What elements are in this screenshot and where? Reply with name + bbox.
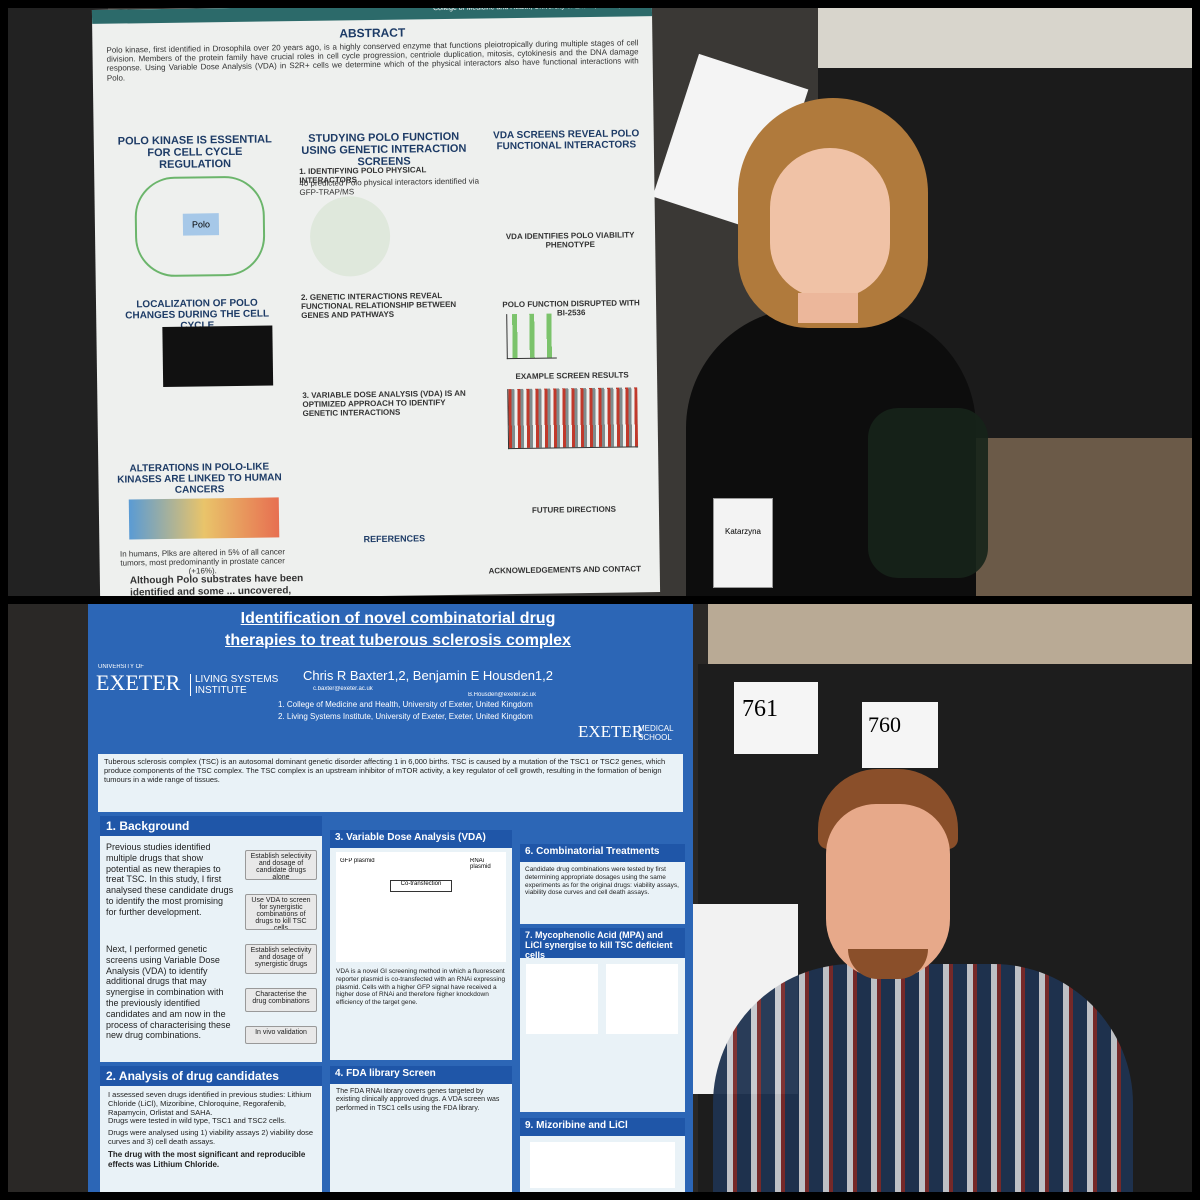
text: The FDA RNAi library covers genes target… (336, 1088, 500, 1112)
subheading: FUTURE DIRECTIONS (531, 504, 616, 515)
booth-number: 761 (734, 682, 818, 754)
text: VDA is a novel GI screening method in wh… (336, 968, 506, 1007)
abstract: Polo kinase, first identified in Drosoph… (106, 38, 639, 83)
list-item: I assessed seven drugs identified in pre… (108, 1090, 312, 1117)
poster: College of Medicine and Health, Universi… (91, 8, 661, 596)
section: 2. Analysis of drug candidates I assesse… (100, 1066, 322, 1192)
poster: Identification of novel combinatorial dr… (88, 604, 693, 1192)
section-title: 1. Background (100, 816, 322, 836)
flow-box: Characterise the drug combinations (245, 988, 317, 1012)
section-title: 4. FDA library Screen (330, 1066, 512, 1084)
carpet (948, 438, 1192, 596)
chart-thumbnail (128, 497, 280, 540)
authors: Chris R Baxter1,2, Benjamin E Housden1,2 (302, 668, 553, 683)
logo-text: LIVING SYSTEMS INSTITUTE (190, 674, 280, 696)
heading: ALTERATIONS IN POLO-LIKE KINASES ARE LIN… (117, 461, 282, 496)
person-sleeve (868, 408, 988, 578)
email: c.baxter@exeter.ac.uk (313, 686, 373, 692)
figure-label: RNAi plasmid (470, 858, 491, 870)
person-neck (798, 293, 858, 323)
section: 4. FDA library Screen The FDA RNAi libra… (330, 1066, 512, 1192)
section: 1. Background Previous studies identifie… (100, 816, 322, 1062)
subheading: EXAMPLE SCREEN RESULTS (515, 370, 629, 382)
section-title: 3. Variable Dose Analysis (VDA) (330, 830, 512, 848)
wall (8, 8, 108, 596)
text: Candidate drug combinations were tested … (525, 866, 679, 897)
section: 6. Combinatorial Treatments Candidate dr… (520, 844, 685, 924)
figure-label: GFP plasmid (340, 858, 375, 864)
top-photo: College of Medicine and Health, Universi… (8, 8, 1192, 596)
microscopy (162, 325, 274, 387)
subheading: 2. GENETIC INTERACTIONS REVEAL FUNCTIONA… (300, 291, 457, 321)
flow-box: Establish selectivity and dosage of syne… (245, 944, 317, 974)
heading: REFERENCES (363, 533, 426, 545)
chart-thumbnail (526, 964, 598, 1034)
email: B.Housden@exeter.ac.uk (468, 692, 537, 698)
subheading: 3. VARIABLE DOSE ANALYSIS (VDA) IS AN OP… (302, 388, 466, 419)
booth-number: 760 (862, 702, 938, 768)
person-body (713, 964, 1133, 1192)
ceiling (708, 604, 1192, 674)
subheading: VDA IDENTIFIES POLO VIABILITY PHENOTYPE (505, 230, 635, 250)
section-title: 6. Combinatorial Treatments (520, 844, 685, 862)
heading: POLO KINASE IS ESSENTIAL FOR CELL CYCLE … (117, 133, 272, 172)
text: Previous studies identified multiple dru… (106, 842, 234, 917)
chart-thumbnail (606, 964, 678, 1034)
intro: Tuberous sclerosis complex (TSC) is an a… (98, 754, 683, 812)
figure-label: Co-transfection (390, 880, 452, 892)
diagram-label: Polo (182, 213, 220, 236)
conclusion: The drug with the most significant and r… (108, 1150, 306, 1169)
bar-thumbnail (506, 313, 557, 360)
flow-box: Use VDA to screen for synergistic combin… (245, 894, 317, 930)
logo-text: UNIVERSITY OF (98, 664, 144, 670)
flow-box: Establish selectivity and dosage of cand… (245, 850, 317, 880)
poster-title: Identification of novel combinatorial dr… (225, 610, 571, 649)
figure (336, 852, 506, 962)
subheading: ACKNOWLEDGEMENTS AND CONTACT (488, 564, 642, 576)
section: 3. Variable Dose Analysis (VDA) GFP plas… (330, 830, 512, 1060)
text: Next, I performed genetic screens using … (106, 944, 231, 1041)
logo: EXETER (96, 670, 181, 695)
affiliation: 1. College of Medicine and Health, Unive… (278, 700, 533, 709)
heading: VDA SCREENS REVEAL POLO FUNCTIONAL INTER… (493, 128, 640, 153)
heading: STUDYING POLO FUNCTION USING GENETIC INT… (301, 130, 467, 169)
note: Although Polo substrates have been ident… (129, 573, 304, 596)
section-title: 2. Analysis of drug candidates (100, 1066, 322, 1086)
section: 9. Mizoribine and LiCl (520, 1118, 685, 1192)
section: 7. Mycophenolic Acid (MPA) and LiCl syne… (520, 928, 685, 1112)
window (818, 8, 1192, 68)
text: 40 predicted Polo physical interactors i… (299, 176, 480, 198)
bottom-photo: 761 760 Identification of novel combinat… (8, 604, 1192, 1192)
logo-text: MEDICAL SCHOOL (638, 724, 674, 742)
logo: EXETER (578, 722, 644, 741)
name-badge: Katarzyna (713, 498, 773, 588)
bar-thumbnail (507, 387, 639, 450)
flow-box: In vivo validation (245, 1026, 317, 1044)
affiliation: 2. Living Systems Institute, University … (278, 712, 533, 721)
list-item: Drugs were analysed using 1) viability a… (108, 1128, 314, 1146)
section-title: 9. Mizoribine and LiCl (520, 1118, 685, 1136)
person-face (770, 148, 890, 298)
poster-header: College of Medicine and Health, Universi… (91, 8, 653, 24)
chart-thumbnail (530, 1142, 675, 1188)
section-title: 7. Mycophenolic Acid (MPA) and LiCl syne… (520, 928, 685, 958)
list-item: Drugs were tested in wild type, TSC1 and… (108, 1116, 287, 1125)
network (309, 195, 391, 277)
